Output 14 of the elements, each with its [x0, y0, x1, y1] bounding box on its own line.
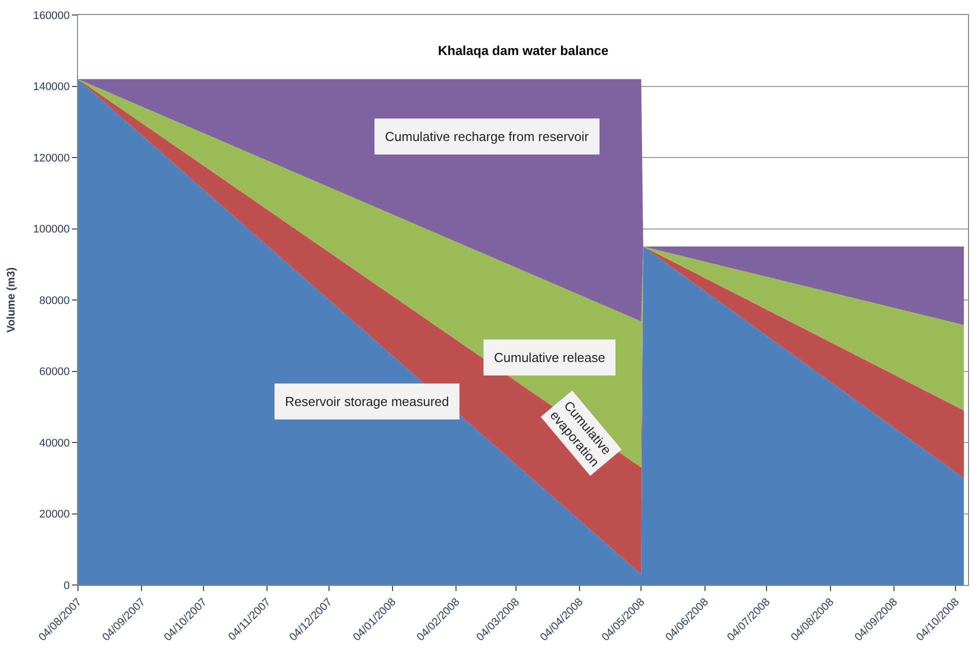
y-tick-label: 40000: [39, 437, 70, 450]
series-label: Cumulative release: [494, 350, 606, 365]
y-tick-label: 80000: [39, 294, 70, 307]
series-label: Reservoir storage measured: [285, 394, 450, 409]
y-tick-label: 160000: [33, 10, 70, 22]
y-tick-label: 0: [64, 580, 70, 592]
series-label: Cumulative recharge from reservoir: [385, 129, 590, 144]
y-tick-label: 120000: [33, 152, 70, 164]
y-axis-title: Volume (m3): [6, 267, 18, 333]
y-tick-label: 140000: [33, 81, 70, 94]
y-tick-label: 20000: [39, 508, 70, 521]
y-tick-label: 60000: [39, 366, 70, 378]
y-tick-label: 100000: [33, 224, 70, 236]
text: Khalaqa dam water balance: [438, 43, 609, 58]
